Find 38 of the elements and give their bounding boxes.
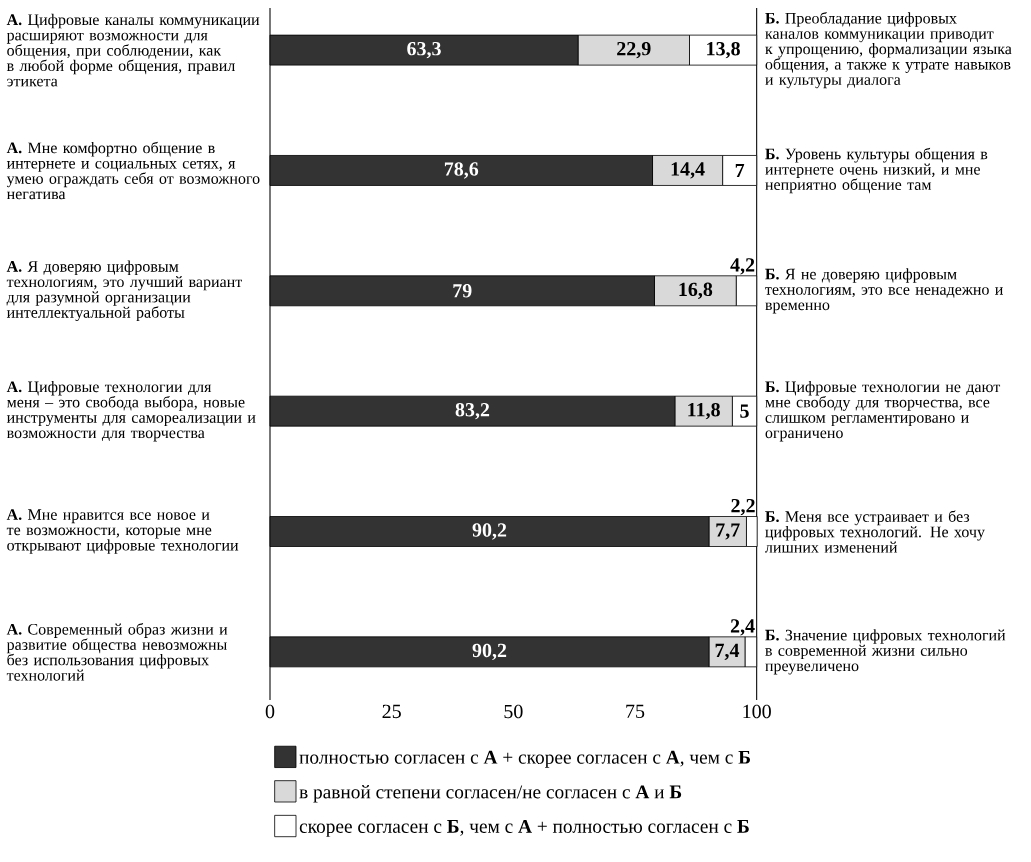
data-label: 7,4: [715, 643, 740, 660]
y2-tick-label: Б. Я не доверяю цифровым технологиям, это все ненадежно и временно: [765, 268, 1003, 314]
y2-tick-label: Б. Уровень культуры общения в интернете очень низкий, и мне неприятно общение там: [765, 147, 988, 194]
data-label: 79: [453, 284, 472, 298]
y2-tick-label: Б. Цифровые технологии не дают мне свободу для творчества, все слишком регламентировано и ограничено: [765, 380, 1001, 442]
data-label: 7: [735, 163, 745, 177]
y-tick-label: А. Цифровые технологии для меня – это свобода выбора, новые инструменты для самореализации и возможности для творчества: [6, 380, 256, 442]
y-tick-label: А. Мне комфортно общение в интернете и социальных сетях, я умею ограждать себя от возможного негатива: [6, 141, 260, 200]
data-label: 4,2: [730, 258, 755, 275]
data-label: 13,8: [707, 41, 740, 59]
data-label: 5: [740, 404, 749, 418]
x-tick-label: 50: [504, 704, 523, 719]
data-label: 90,2: [472, 643, 507, 661]
data-label: 16,8: [679, 282, 713, 299]
y-tick-label: А. Современный образ жизни и развитие общества невозможны без использования цифровых технологий: [6, 623, 228, 681]
y2-tick-label: Б. Меня все устраивает и без цифровых технологий. Не хочу лишних изменений: [765, 510, 985, 553]
data-label: 22,9: [617, 41, 651, 59]
legend-label: скорее согласен с Б, чем с А + полностью согласен с Б: [299, 819, 749, 837]
y-tick-label: А. Мне нравится все новое и те возможности, которые мне открывают цифровые технологии: [6, 509, 239, 554]
y-tick-label: А. Цифровые каналы коммуникации расширяют возможности для общения, при соблюдении, как в любой форме общения, правил этикета: [6, 13, 260, 87]
legend-label: полностью согласен с А + скорее согласен с А, чем с Б: [299, 750, 750, 768]
data-label: 83,2: [455, 402, 490, 420]
data-label: 14,4: [671, 162, 705, 179]
data-label: 7,7: [716, 523, 740, 540]
x-tick-label: 25: [382, 704, 401, 719]
data-label: 2,4: [730, 619, 755, 636]
x-tick-label: 0: [265, 704, 275, 719]
y2-tick-label: Б. Значение цифровых технологий в современной жизни сильно преувеличено: [765, 629, 1006, 675]
x-tick-label: 100: [743, 704, 771, 719]
y-tick-label: А. Я доверяю цифровым технологиям, это лучший вариант для разумной организации интеллектуальной работы: [6, 260, 242, 322]
data-label: 63,3: [407, 41, 441, 59]
data-label: 2,2: [731, 498, 755, 516]
x-tick-label: 75: [626, 704, 645, 718]
legend-label: в равной степени согласен/не согласен с А и Б: [299, 785, 682, 803]
data-label: 78,6: [444, 162, 479, 179]
data-label: 90,2: [472, 523, 507, 540]
y2-tick-label: Б. Преобладание цифровых каналов коммуникации приводит к упрощению, формализации языка общения, а также к утрате навыков и культуры диалога: [765, 11, 1012, 89]
data-label: 11,8: [688, 402, 720, 420]
